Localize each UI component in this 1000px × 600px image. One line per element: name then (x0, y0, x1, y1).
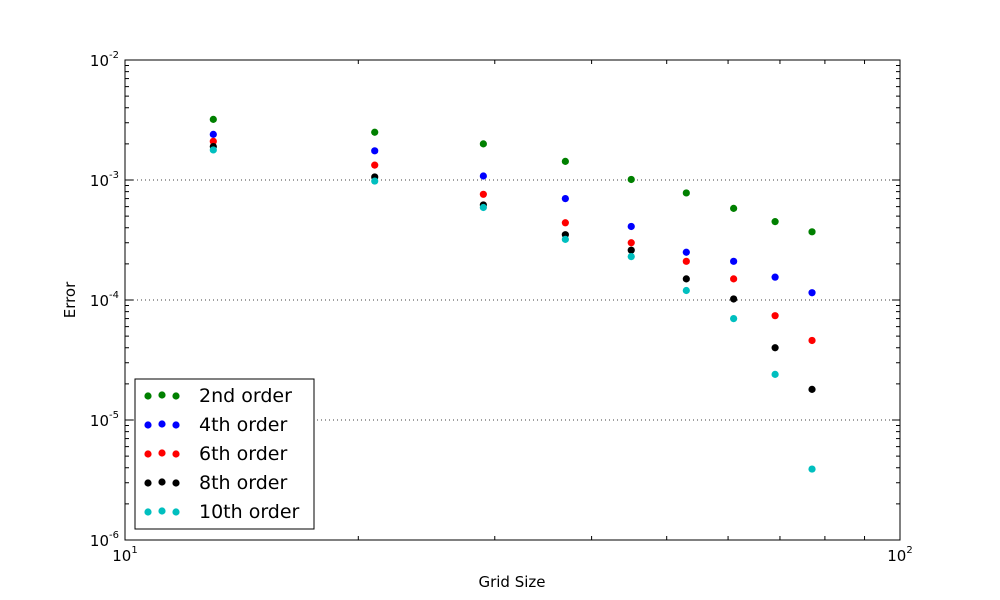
data-point (771, 344, 779, 352)
data-point (371, 177, 379, 185)
data-point (771, 218, 779, 226)
legend-marker (144, 479, 152, 487)
point-layer (209, 115, 816, 473)
data-point (209, 137, 217, 145)
y-tick-label: 10-5 (90, 410, 119, 430)
data-point (808, 465, 816, 473)
data-point (771, 370, 779, 378)
data-point (627, 175, 635, 184)
data-point (682, 248, 690, 256)
legend-marker (144, 508, 152, 516)
legend-marker (172, 392, 180, 400)
data-point (371, 128, 379, 136)
data-point (808, 385, 816, 393)
y-tick-label: 10-6 (90, 530, 119, 550)
x-axis-label: Grid Size (478, 573, 545, 591)
legend-marker (144, 421, 152, 429)
series-6th-order (209, 137, 816, 345)
data-point (479, 172, 487, 180)
legend-label: 8th order (199, 472, 287, 494)
data-point (209, 115, 217, 123)
legend-marker (158, 420, 166, 428)
data-point (808, 289, 816, 297)
tick-layer (124, 60, 900, 541)
data-point (730, 314, 738, 323)
data-point (771, 273, 779, 281)
legend-marker (158, 391, 166, 399)
data-point (808, 336, 816, 345)
legend-marker (172, 508, 180, 516)
x-tick-label: 101 (112, 545, 137, 565)
legend-entry: 4th order (144, 414, 287, 436)
data-point (371, 147, 379, 155)
data-point (730, 204, 738, 212)
legend-label: 2nd order (199, 385, 292, 407)
y-tick-label: 10-3 (90, 170, 119, 190)
data-point (730, 275, 738, 283)
series-2nd-order (209, 115, 816, 236)
data-point (627, 239, 635, 247)
legend-label: 6th order (199, 443, 287, 465)
data-point (808, 228, 816, 236)
series-10th-order (209, 146, 816, 473)
legend-marker (144, 450, 152, 458)
data-point (561, 157, 569, 165)
legend-marker (172, 421, 180, 429)
data-point (627, 222, 635, 231)
legend-marker (172, 479, 180, 487)
data-point (209, 130, 217, 138)
data-point (682, 275, 690, 283)
legend-entry: 10th order (144, 501, 300, 523)
legend-label: 4th order (199, 414, 287, 436)
data-point (627, 246, 635, 254)
data-point (209, 146, 217, 154)
y-tick-label: 10-4 (90, 290, 119, 310)
legend-entry: 8th order (144, 472, 287, 494)
data-point (561, 219, 569, 227)
data-point (627, 252, 635, 261)
tick-label-layer: 10-6 10-5 10-4 10-3 10-2 101 102 (90, 50, 913, 565)
data-point (771, 312, 779, 320)
data-point (479, 190, 487, 198)
legend: 2nd order 4th order 6th order 8th order 10th… (134, 378, 315, 530)
data-point (561, 235, 569, 243)
series-4th-order (209, 130, 816, 297)
data-point (479, 140, 487, 148)
legend-marker (158, 507, 166, 515)
data-point (682, 257, 690, 265)
data-point (682, 189, 690, 197)
data-point (730, 257, 738, 265)
legend-entry: 6th order (144, 443, 287, 465)
y-axis-label: Error (61, 281, 79, 318)
x-tick-label: 102 (887, 545, 912, 565)
data-point (479, 203, 487, 212)
legend-entry: 2nd order (144, 385, 292, 407)
legend-marker (172, 450, 180, 458)
data-point (371, 161, 379, 169)
data-point (682, 286, 690, 295)
legend-label: 10th order (199, 501, 300, 523)
legend-marker (158, 478, 166, 486)
legend-marker (158, 449, 166, 457)
data-point (730, 295, 738, 303)
y-tick-label: 10-2 (90, 50, 119, 70)
legend-marker (144, 392, 152, 400)
data-point (561, 194, 569, 203)
